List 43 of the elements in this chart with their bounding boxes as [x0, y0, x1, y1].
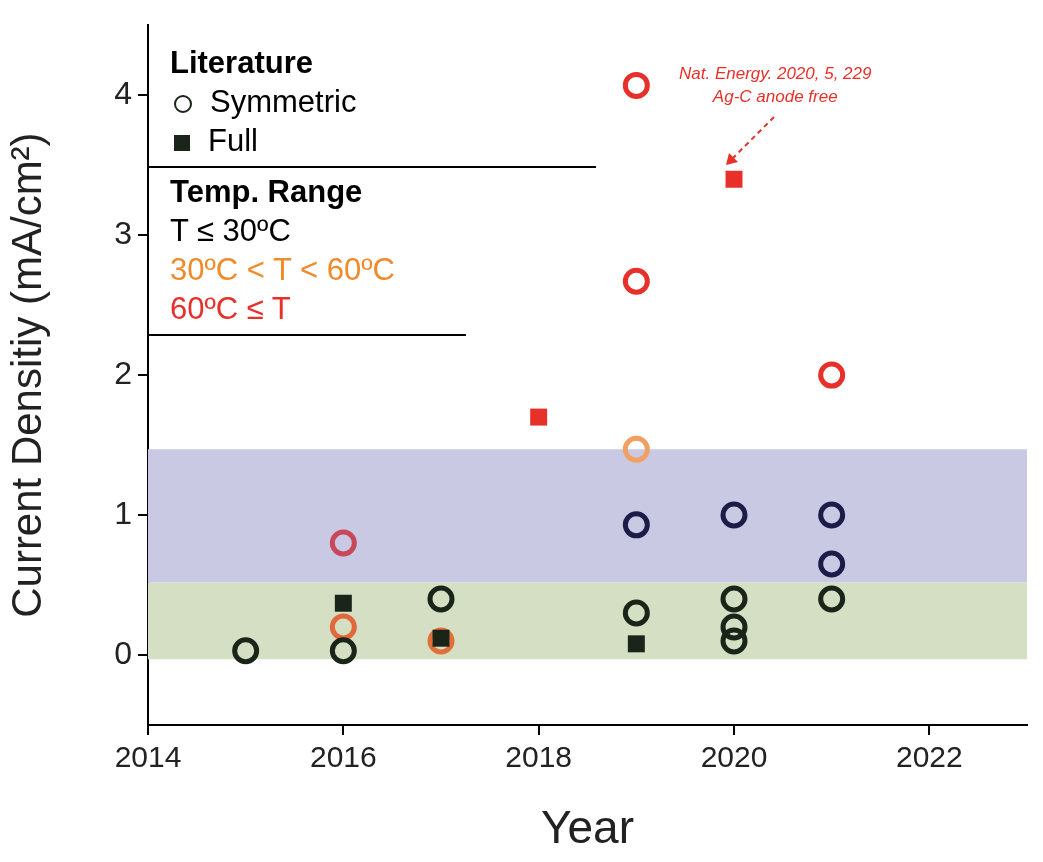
point — [720, 585, 748, 613]
point — [725, 170, 743, 188]
point — [720, 627, 748, 655]
point — [720, 501, 748, 529]
y-tick-label: 3 — [114, 214, 132, 251]
point — [329, 529, 357, 557]
point — [818, 585, 846, 613]
y-axis-title: Current Densitiy (mA/cm²) — [2, 132, 50, 618]
text: 30ºC < T < 60ºC — [170, 251, 396, 290]
annotation: Temp. Range — [170, 173, 364, 212]
y-tick-label: 4 — [114, 75, 132, 112]
point — [622, 435, 650, 463]
point — [427, 585, 455, 613]
point — [329, 637, 357, 665]
legend-label: Full — [207, 122, 259, 161]
point — [530, 408, 548, 426]
x-tick-label: 2022 — [895, 740, 963, 774]
point — [622, 267, 650, 295]
legend-label: Symmetric — [209, 83, 358, 122]
annotation: T ≤ 30ºC — [170, 212, 292, 251]
y-tick-label: 2 — [114, 354, 132, 391]
point — [427, 627, 455, 655]
x-tick-label: 2018 — [505, 740, 573, 774]
point — [818, 550, 846, 578]
annotation: Nat. Energy. 2020, 5, 229 Ag-C anode free — [679, 63, 872, 109]
text: 60ºC ≤ T — [170, 290, 292, 329]
point — [622, 511, 650, 539]
point — [627, 635, 645, 653]
x-tick-label: 2016 — [309, 740, 377, 774]
point — [622, 71, 650, 99]
x-tick-label: 2014 — [114, 740, 182, 774]
point — [720, 613, 748, 641]
y-tick-label: 1 — [114, 494, 132, 531]
point — [232, 637, 260, 665]
point — [334, 594, 352, 612]
x-tick-label: 2020 — [700, 740, 768, 774]
point — [329, 613, 357, 641]
point — [622, 599, 650, 627]
point — [818, 501, 846, 529]
y-tick-label: 0 — [114, 634, 132, 671]
point — [818, 361, 846, 389]
legend-title: Literature — [170, 44, 314, 83]
x-axis-title: Year — [541, 801, 634, 854]
